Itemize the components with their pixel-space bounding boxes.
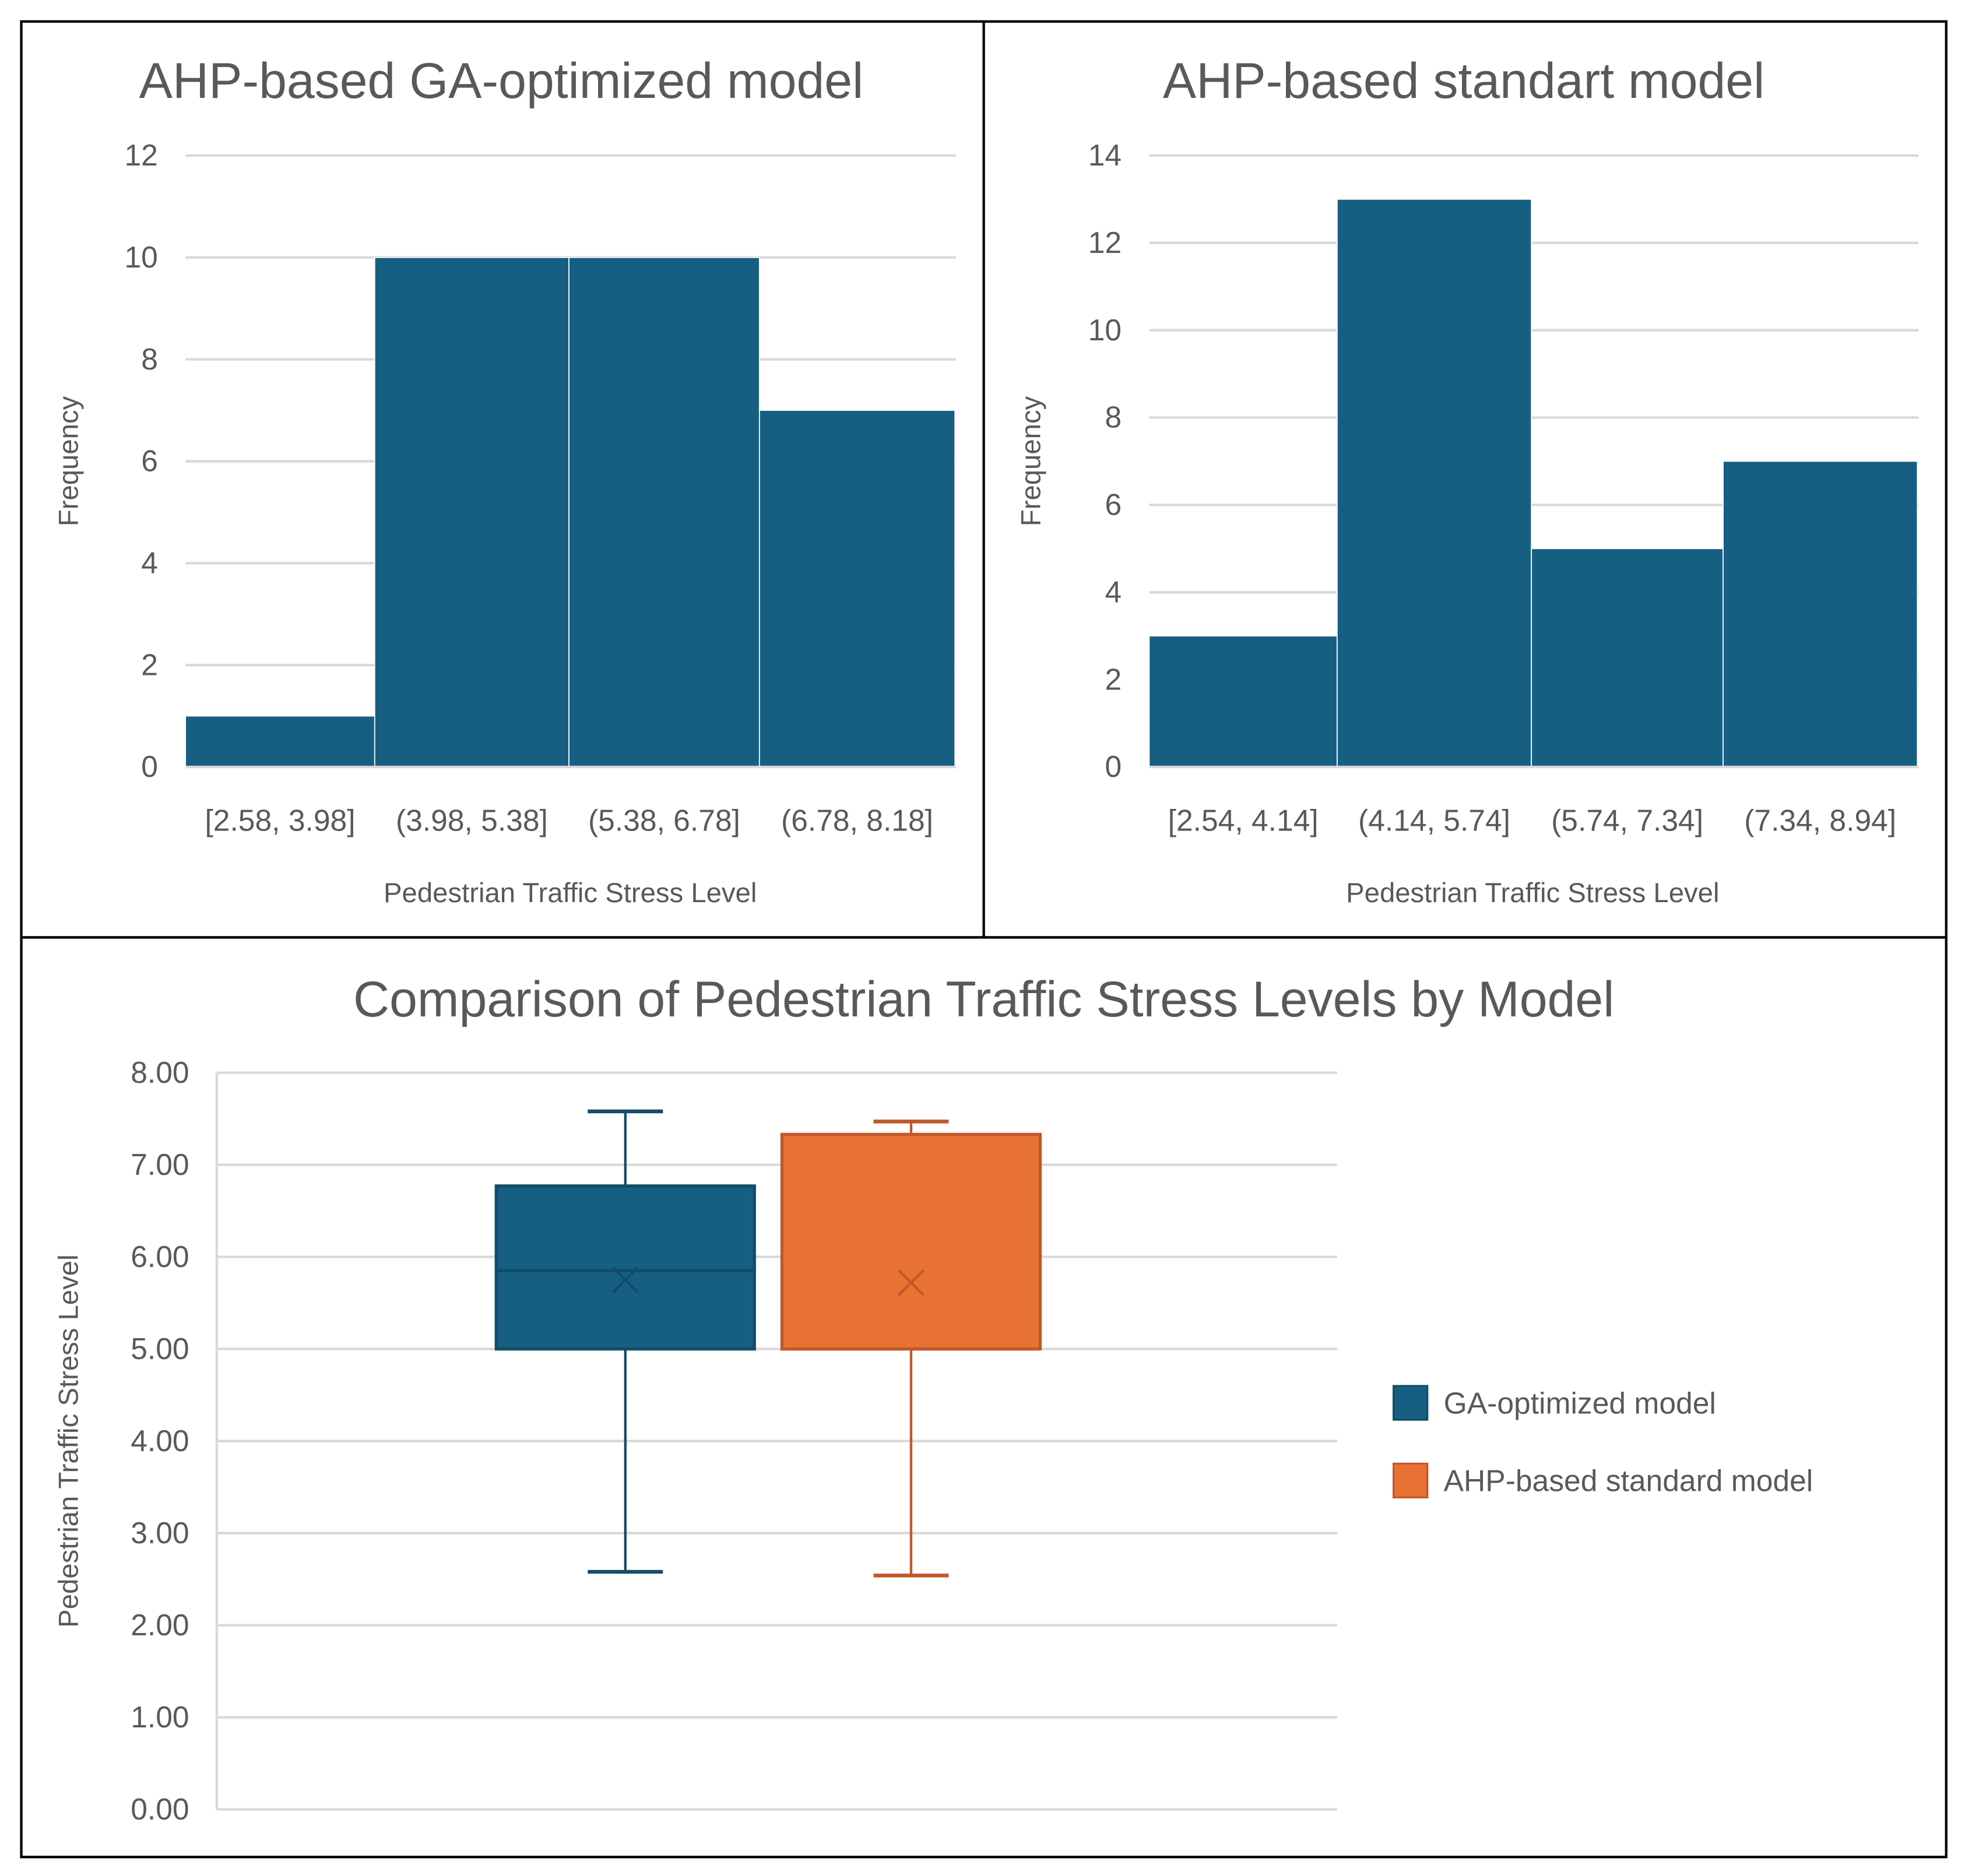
x-tick-label: [2.54, 4.14] xyxy=(1168,804,1319,837)
legend-label-ga: GA-optimized model xyxy=(1444,1386,1716,1420)
box-series-ahp-standard xyxy=(780,1120,1042,1578)
y-tick-label: 10 xyxy=(125,240,158,274)
histogram-bar xyxy=(758,410,956,768)
chart-title: AHP-based GA-optimized model xyxy=(139,53,864,109)
mean-marker xyxy=(611,1266,639,1294)
y-tick-label: 1.00 xyxy=(131,1700,189,1734)
histogram-bar xyxy=(374,256,570,768)
boxplot-comparison: Comparison of Pedestrian Traffic Stress … xyxy=(53,972,1813,1826)
chart-title: Comparison of Pedestrian Traffic Stress … xyxy=(353,972,1614,1027)
legend-swatch-ga xyxy=(1393,1385,1429,1421)
x-axis-label: Pedestrian Traffic Stress Level xyxy=(1346,878,1719,909)
chart-title: AHP-based standart model xyxy=(1163,53,1764,109)
histogram-bar xyxy=(1337,198,1532,768)
y-tick-label: 7.00 xyxy=(131,1148,189,1181)
y-tick-label: 0 xyxy=(1105,749,1122,783)
y-tick-label: 4 xyxy=(1105,575,1122,608)
y-tick-label: 12 xyxy=(125,138,158,172)
y-tick-label: 0 xyxy=(141,749,158,783)
y-tick-label: 4.00 xyxy=(131,1424,189,1458)
y-tick-label: 14 xyxy=(1088,138,1122,172)
iqr-box xyxy=(494,1184,756,1351)
legend: GA-optimized model AHP-based standard mo… xyxy=(1393,1385,1813,1499)
y-tick-label: 12 xyxy=(1088,226,1122,259)
box-series-ga-optimized xyxy=(494,1109,756,1574)
y-tick-label: 6 xyxy=(1105,488,1122,522)
legend-swatch-ahp xyxy=(1393,1462,1429,1499)
y-tick-label: 3.00 xyxy=(131,1516,189,1550)
histogram-bar xyxy=(1148,635,1338,768)
x-tick-label: (7.34, 8.94] xyxy=(1744,804,1896,837)
x-tick-label: (3.98, 5.38] xyxy=(396,804,548,837)
mean-marker xyxy=(897,1269,925,1296)
y-tick-label: 2 xyxy=(1105,662,1122,696)
y-tick-label: 6.00 xyxy=(131,1240,189,1273)
y-tick-label: 2 xyxy=(141,647,158,681)
histogram-ga-optimized: AHP-based GA-optimized model Pedestrian … xyxy=(53,53,957,909)
plot-area: 0 2 4 6 8 10 12 14 [2.54, 4.14] (4.14, 5.74] (5.74… xyxy=(1088,138,1919,837)
x-tick-label: (5.74, 7.34] xyxy=(1551,804,1703,837)
y-tick-label: 5.00 xyxy=(131,1332,189,1365)
histogram-bar xyxy=(568,256,760,768)
y-axis-label: Pedestrian Traffic Stress Level xyxy=(53,1254,84,1627)
histogram-bar xyxy=(185,715,375,768)
y-tick-label: 0.00 xyxy=(131,1792,189,1826)
y-tick-label: 4 xyxy=(141,546,158,580)
y-tick-label: 10 xyxy=(1088,313,1122,347)
x-tick-label: (4.14, 5.74] xyxy=(1358,804,1510,837)
x-tick-label: [2.58, 3.98] xyxy=(205,804,355,837)
x-tick-label: (5.38, 6.78] xyxy=(588,804,740,837)
x-tick-label: (6.78, 8.18] xyxy=(781,804,933,837)
plot-area: 0.00 1.00 2.00 3.00 4.00 5.00 6.00 7.00 8.00 xyxy=(131,1055,1337,1826)
y-axis-label: Frequency xyxy=(53,396,84,526)
iqr-box xyxy=(780,1132,1042,1351)
plot-area: 0 2 4 6 8 10 12 [2.58, 3.98] (3.98, 5.38] (5.38, … xyxy=(125,138,957,837)
histogram-bar xyxy=(1531,548,1724,768)
y-tick-label: 8 xyxy=(1105,400,1122,434)
y-tick-label: 6 xyxy=(141,444,158,478)
y-tick-label: 2.00 xyxy=(131,1608,189,1642)
x-axis-label: Pedestrian Traffic Stress Level xyxy=(384,878,757,909)
histogram-bar xyxy=(1723,460,1918,768)
legend-label-ahp: AHP-based standard model xyxy=(1444,1464,1813,1498)
y-tick-label: 8.00 xyxy=(131,1055,189,1089)
y-axis-label: Frequency xyxy=(1015,396,1046,526)
histogram-standard: AHP-based standart model Pedestrian Traf… xyxy=(1015,53,1919,909)
y-tick-label: 8 xyxy=(141,342,158,376)
